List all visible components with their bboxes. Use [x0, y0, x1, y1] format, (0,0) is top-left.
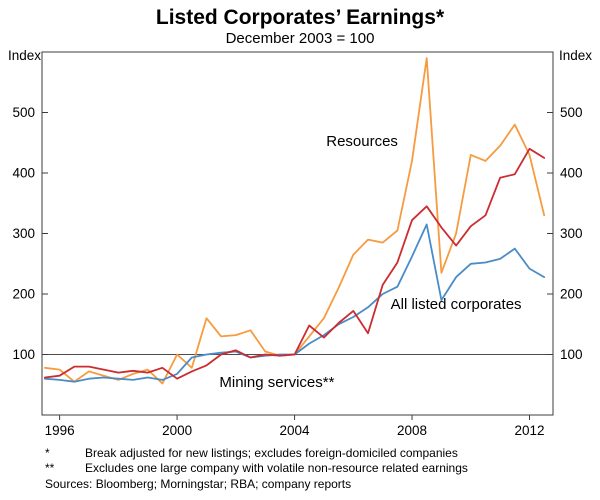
series-line-resources: [44, 57, 546, 385]
series-label-all-listed-corporates: All listed corporates: [391, 296, 522, 313]
sources-line: Sources: Bloomberg; Morningstar; RBA; co…: [45, 477, 351, 491]
footnote-1-text: Break adjusted for new listings; exclude…: [85, 446, 458, 460]
series-label-mining-services: Mining services**: [219, 374, 334, 391]
y-tick-label-right-200: 200: [560, 287, 583, 302]
y-axis-unit-right: Index: [559, 48, 592, 63]
plot-frame: [41, 51, 554, 416]
y-tick-label-right-500: 500: [560, 105, 583, 120]
x-tick-label-2004: 2004: [280, 423, 311, 438]
y-tick-label-left-200: 200: [12, 287, 35, 302]
y-tick-label-left-300: 300: [12, 226, 35, 241]
y-tick-label-left-500: 500: [12, 105, 35, 120]
footnote-1-marker: *: [45, 446, 50, 460]
series-label-resources: Resources: [326, 133, 398, 150]
x-tick-label-2008: 2008: [397, 423, 427, 438]
chart-subtitle: December 2003 = 100: [226, 30, 375, 47]
x-tick-label-1996: 1996: [45, 423, 75, 438]
plot-area: 100 100 200 200 300 300 400 400 500 500 1996 2000 20…: [12, 57, 583, 438]
y-tick-label-right-100: 100: [560, 347, 583, 362]
footnote-2-text: Excludes one large company with volatile…: [85, 461, 468, 475]
series-line-mining-services: [44, 147, 546, 380]
x-tick-label-2012: 2012: [514, 423, 544, 438]
y-tick-label-left-400: 400: [12, 166, 35, 181]
chart-title: Listed Corporates’ Earnings*: [156, 6, 445, 29]
y-tick-label-right-400: 400: [560, 166, 583, 181]
footnote-2-marker: **: [45, 461, 55, 475]
x-tick-label-2000: 2000: [162, 423, 192, 438]
y-tick-label-right-300: 300: [560, 226, 583, 241]
y-tick-label-left-100: 100: [12, 347, 35, 362]
y-axis-unit-left: Index: [8, 48, 41, 63]
